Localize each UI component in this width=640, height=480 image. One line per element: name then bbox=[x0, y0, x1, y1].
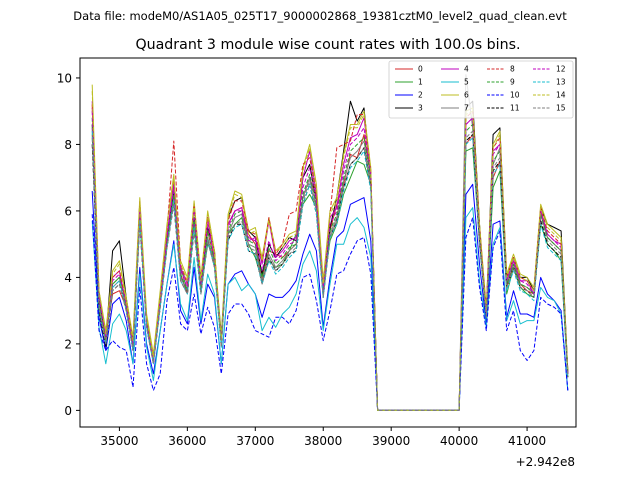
series-layer bbox=[91, 74, 569, 411]
legend-item-0: 0 bbox=[395, 65, 423, 74]
y-tick-label: 2 bbox=[64, 337, 72, 351]
legend-item-2: 2 bbox=[395, 91, 423, 100]
legend-label: 2 bbox=[418, 91, 423, 100]
y-axis: 0 2 4 6 8 10 bbox=[57, 71, 80, 418]
legend-label: 6 bbox=[464, 91, 469, 100]
legend-item-5: 5 bbox=[441, 78, 469, 87]
series-line-14 bbox=[91, 91, 569, 411]
legend-item-10: 10 bbox=[487, 91, 520, 100]
legend-item-14: 14 bbox=[533, 91, 566, 100]
legend-item-6: 6 bbox=[441, 91, 469, 100]
legend-item-12: 12 bbox=[533, 65, 566, 74]
chart-title: Quadrant 3 module wise count rates with … bbox=[135, 37, 520, 53]
y-tick-label: 8 bbox=[64, 138, 72, 152]
legend-label: 10 bbox=[510, 91, 520, 100]
legend-item-11: 11 bbox=[487, 104, 520, 113]
x-axis-offset-label: +2.942e8 bbox=[516, 455, 575, 469]
legend-item-13: 13 bbox=[533, 78, 566, 87]
legend-label: 12 bbox=[556, 65, 566, 74]
x-tick-label: 38000 bbox=[304, 434, 342, 448]
legend-label: 9 bbox=[510, 78, 515, 87]
legend-label: 3 bbox=[418, 104, 423, 113]
x-tick-label: 40000 bbox=[440, 434, 478, 448]
x-axis: 35000 36000 37000 38000 39000 40000 41000 bbox=[100, 427, 546, 448]
axes-frame bbox=[79, 57, 577, 428]
x-tick-label: 41000 bbox=[508, 434, 546, 448]
legend-label: 4 bbox=[464, 65, 469, 74]
legend-label: 0 bbox=[418, 65, 423, 74]
y-tick-label: 0 bbox=[64, 404, 72, 418]
x-tick-label: 36000 bbox=[168, 434, 206, 448]
legend-item-9: 9 bbox=[487, 78, 515, 87]
legend-frame bbox=[388, 60, 574, 119]
legend-label: 14 bbox=[556, 91, 566, 100]
legend-item-4: 4 bbox=[441, 65, 469, 74]
legend-item-8: 8 bbox=[487, 65, 515, 74]
series-line-5 bbox=[91, 207, 569, 411]
legend-label: 8 bbox=[510, 65, 515, 74]
legend-item-7: 7 bbox=[441, 104, 469, 113]
x-tick-label: 39000 bbox=[372, 434, 410, 448]
legend-label: 1 bbox=[418, 78, 423, 87]
y-tick-label: 6 bbox=[64, 204, 72, 218]
figure-suptitle: Data file: modeM0/AS1A05_025T17_90000028… bbox=[73, 9, 567, 23]
x-tick-label: 37000 bbox=[236, 434, 274, 448]
y-tick-label: 4 bbox=[64, 271, 72, 285]
legend-item-1: 1 bbox=[395, 78, 423, 87]
legend-label: 5 bbox=[464, 78, 469, 87]
x-tick-label: 35000 bbox=[100, 434, 138, 448]
legend-item-15: 15 bbox=[533, 104, 566, 113]
legend-label: 7 bbox=[464, 104, 469, 113]
legend-item-3: 3 bbox=[395, 104, 423, 113]
legend-label: 15 bbox=[556, 104, 566, 113]
y-tick-label: 10 bbox=[57, 71, 72, 85]
legend-label: 11 bbox=[510, 104, 520, 113]
legend-label: 13 bbox=[556, 78, 566, 87]
series-line-15 bbox=[91, 130, 569, 411]
series-line-10 bbox=[91, 214, 569, 411]
